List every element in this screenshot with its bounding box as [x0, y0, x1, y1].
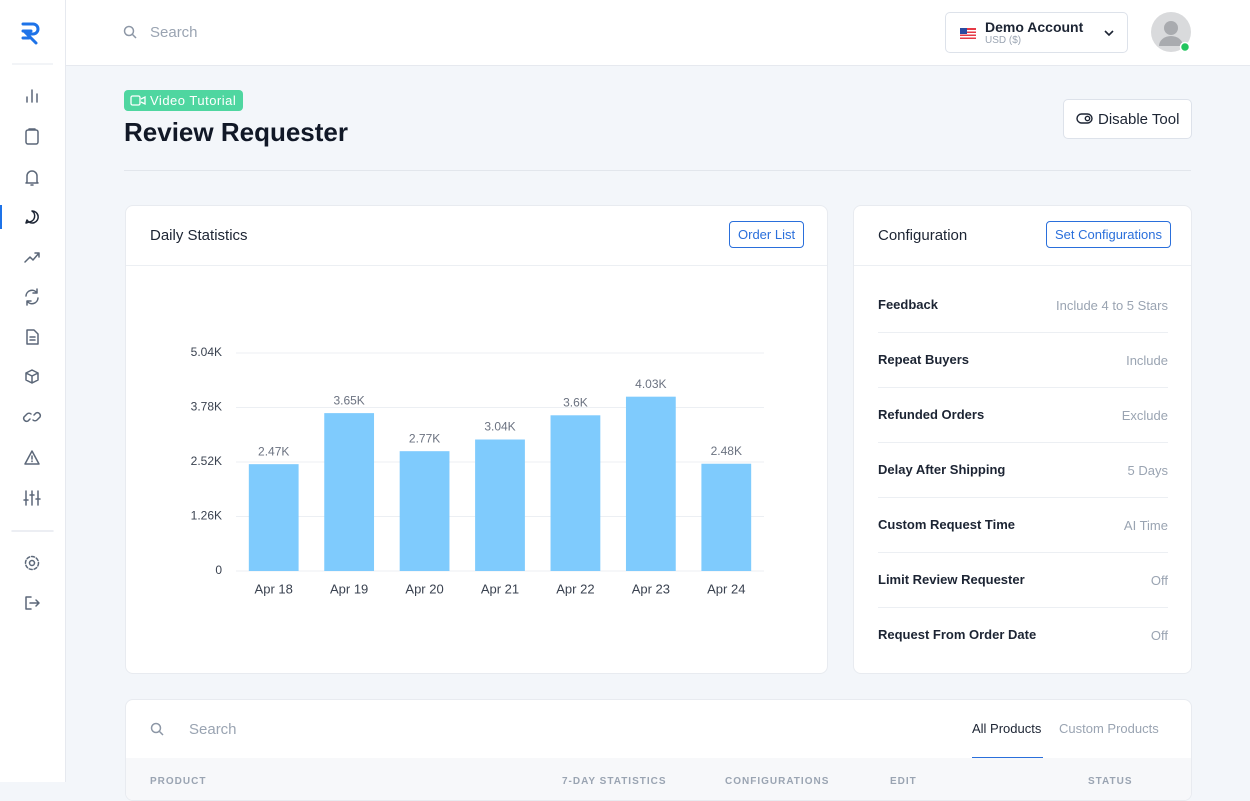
config-value: Include	[1126, 353, 1168, 368]
x-tick-label: Apr 23	[632, 581, 670, 596]
nav-analytics[interactable]	[24, 252, 40, 263]
bar	[701, 463, 752, 571]
video-tutorial-badge[interactable]: Video Tutorial	[124, 90, 244, 111]
page-title: Review Requester	[124, 117, 348, 147]
nav-documents[interactable]	[26, 329, 39, 345]
search-icon	[150, 722, 164, 736]
account-selector[interactable]: Demo Account USD ($)	[945, 12, 1128, 53]
disable-tool-button[interactable]: Disable Tool	[1063, 99, 1192, 139]
config-value: 5 Days	[1127, 463, 1168, 478]
chevron-icon	[1104, 30, 1114, 37]
y-tick-label: 3.78K	[191, 400, 222, 414]
nav-logout[interactable]	[25, 596, 40, 610]
bar	[324, 413, 375, 571]
divider	[124, 170, 1191, 171]
nav-sync[interactable]	[25, 288, 39, 306]
value-label: 2.48K	[711, 444, 742, 458]
product-search-input[interactable]: Search	[189, 721, 237, 738]
config-value: Off	[1150, 573, 1168, 588]
value-label: 4.03K	[635, 377, 666, 391]
bar	[625, 396, 676, 571]
x-tick-label: Apr 19	[330, 581, 368, 596]
account-currency: USD ($)	[985, 35, 1022, 46]
chart: 0 1.26K 2.52K 3.78K 5.04K Apr 18 2.47K Apr 19 3.…	[191, 345, 764, 596]
config-value: AI Time	[1123, 518, 1168, 533]
y-tick-label: 2.52K	[191, 454, 222, 468]
avatar[interactable]	[1151, 12, 1193, 54]
video-icon	[130, 95, 146, 106]
daily-statistics-card: Daily Statistics Order List 0 1.26K 2.52K 3…	[125, 205, 828, 674]
config-label: Feedback	[878, 297, 938, 312]
order-list-button[interactable]: Order List	[729, 221, 805, 248]
card-title: Daily Statistics	[150, 227, 248, 244]
card-divider	[126, 265, 827, 266]
tab-all-products[interactable]: All Products	[972, 721, 1042, 736]
x-tick-label: Apr 24	[707, 581, 745, 596]
y-tick-label: 5.04K	[191, 345, 222, 359]
value-label: 2.77K	[409, 431, 440, 445]
logo	[21, 22, 40, 45]
x-tick-label: Apr 22	[556, 581, 594, 596]
bar	[248, 464, 299, 571]
config-value: Off	[1150, 628, 1168, 643]
card-title: Configuration	[878, 227, 968, 244]
nav-alerts[interactable]	[24, 450, 40, 465]
nav-links[interactable]	[22, 411, 42, 423]
card-divider	[854, 265, 1191, 266]
sidebar	[0, 0, 66, 782]
config-label: Limit Review Requester	[878, 572, 1025, 587]
search-icon	[123, 25, 137, 39]
badge-text: Video Tutorial	[150, 93, 237, 108]
y-tick-label: 0	[215, 563, 222, 577]
value-label: 3.04K	[484, 420, 515, 434]
row-divider	[878, 442, 1168, 443]
config-label: Custom Request Time	[878, 517, 1016, 532]
products-card: Search All Products Custom Products PROD…	[125, 699, 1192, 801]
x-tick-label: Apr 18	[255, 581, 293, 596]
value-label: 3.65K	[333, 393, 364, 407]
bar	[399, 451, 450, 571]
flag-icon	[960, 28, 976, 39]
config-value: Include 4 to 5 Stars	[1055, 298, 1168, 313]
sidebar-icons	[0, 22, 54, 610]
row-divider	[878, 552, 1168, 553]
x-tick-label: Apr 21	[481, 581, 519, 596]
x-tick-label: Apr 20	[405, 581, 443, 596]
config-label: Refunded Orders	[878, 407, 985, 422]
row-divider	[878, 387, 1168, 388]
row-divider	[878, 332, 1168, 333]
nav-reviews[interactable]	[25, 210, 39, 224]
top-bar: Search Demo Account USD ($)	[66, 0, 1250, 66]
config-value: Exclude	[1121, 408, 1168, 423]
nav-products[interactable]	[25, 369, 39, 384]
toggle-icon	[1076, 113, 1093, 124]
bar	[475, 439, 525, 571]
nav-orders[interactable]	[25, 128, 39, 145]
config-label: Delay After Shipping	[878, 462, 1006, 477]
nav-filters[interactable]	[23, 490, 41, 506]
row-divider	[878, 607, 1168, 608]
config-label: Repeat Buyers	[878, 352, 970, 367]
bar	[550, 415, 601, 571]
set-configurations-button[interactable]: Set Configurations	[1046, 221, 1171, 248]
row-divider	[878, 497, 1168, 498]
y-tick-label: 1.26K	[191, 509, 222, 523]
disable-tool-label: Disable Tool	[1098, 111, 1180, 128]
search-input[interactable]: Search	[150, 24, 198, 41]
nav-dashboard[interactable]	[26, 89, 38, 103]
value-label: 3.6K	[563, 395, 588, 409]
table-header: PRODUCT 7-DAY STATISTICS CONFIGURATIONS …	[126, 758, 1191, 800]
account-name: Demo Account	[985, 19, 1084, 35]
nav-settings[interactable]	[24, 555, 40, 571]
tab-custom-products[interactable]: Custom Products	[1059, 721, 1159, 736]
nav-notifications[interactable]	[25, 170, 39, 186]
value-label: 2.47K	[258, 444, 289, 458]
config-label: Request From Order Date	[878, 627, 1037, 642]
configuration-card: Configuration Set Configurations Feedbac…	[853, 205, 1192, 674]
